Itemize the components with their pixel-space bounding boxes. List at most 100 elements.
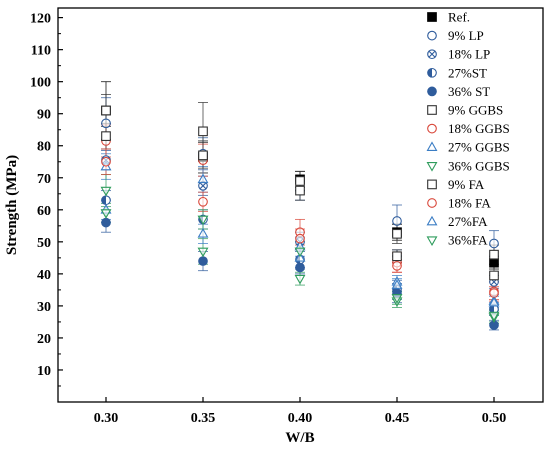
data-point [198,150,208,161]
data-point [392,228,402,239]
data-point [295,262,305,273]
legend-marker [427,198,437,208]
legend-item: 36% GGBS [426,158,510,173]
series-points [101,105,499,260]
legend-marker [427,49,437,60]
data-point [392,251,402,262]
legend-label: Ref. [448,10,470,25]
legend-item: 9% GGBS [427,103,503,118]
legend-item: 36% ST [427,84,490,99]
y-tick-label: 10 [37,364,51,379]
legend-label: 9% GGBS [448,103,503,118]
data-point [489,238,499,249]
legend-label: 18% FA [448,196,491,211]
data-point [198,256,208,266]
x-axis: 0.30 0.35 0.40 0.45 0.50 [94,397,507,426]
series-points [101,156,499,298]
legend-marker [427,123,437,134]
data-point [197,215,209,226]
legend-label: 36% ST [448,84,490,99]
data-point [101,195,111,206]
y-tick-label: 20 [37,332,51,347]
x-tick-label: 0.50 [482,411,507,426]
legend-marker [427,12,437,22]
data-point [295,185,305,196]
data-point [489,257,499,268]
data-point [391,294,403,304]
legend-label: 27% GGBS [448,140,510,155]
data-point [101,131,111,141]
legend-marker [426,215,438,226]
data-point [489,288,499,298]
data-point [197,247,209,258]
series-points [100,209,500,322]
y-tick-label: 30 [37,300,51,315]
legend: Ref. 9% LP 18% LP 27%ST 36% ST 9% GGBS 18% GGB… [426,10,510,248]
y-tick-label: 60 [37,204,51,219]
series-layer [100,81,500,331]
legend-label: 27%ST [448,65,487,80]
legend-item: 36%FA [426,233,488,248]
legend-marker [426,236,438,247]
data-point [101,105,111,116]
legend-label: 18% GGBS [448,121,510,136]
y-tick-label: 50 [37,236,51,251]
data-point [100,209,112,219]
data-point [488,296,500,307]
legend-item: 9% FA [427,177,485,192]
legend-item: 18% GGBS [427,121,510,136]
legend-marker [426,141,438,151]
legend-label: 27%FA [448,214,488,229]
legend-marker [426,162,438,172]
legend-item: Ref. [427,10,470,25]
legend-item: 9% LP [427,28,484,43]
x-tick-label: 0.40 [288,411,313,426]
data-point [198,126,208,137]
data-point [101,217,111,228]
y-tick-label: 110 [31,44,51,59]
data-point [488,311,500,322]
data-point [294,274,306,285]
legend-label: 9% FA [448,177,485,192]
data-point [489,249,499,260]
data-point [101,156,111,167]
data-point [489,270,499,281]
legend-label: 9% LP [448,28,484,43]
legend-item: 27% GGBS [426,140,510,155]
y-tick-label: 40 [37,268,51,283]
data-point [101,118,111,129]
y-axis-title: Strength (MPa) [4,155,20,255]
y-tick-label: 70 [37,172,51,187]
x-tick-label: 0.30 [94,411,119,426]
data-point [392,261,402,271]
y-tick-label: 80 [37,140,51,155]
x-axis-title: W/B [285,430,314,446]
legend-label: 36%FA [448,233,488,248]
data-point [391,279,403,289]
y-tick-label: 100 [30,76,51,91]
data-point [198,196,208,207]
legend-item: 18% FA [427,196,491,211]
data-point [197,173,209,184]
legend-marker [427,30,437,41]
x-tick-label: 0.45 [385,411,410,426]
legend-item: 27%FA [426,214,488,229]
data-point [295,176,305,186]
data-point [100,186,112,197]
series-points [101,131,499,281]
legend-marker [427,67,437,78]
legend-item: 18% LP [427,47,490,62]
y-axis: 10 20 30 40 50 60 70 80 90 100 110 120 [30,12,63,387]
y-tick-label: 90 [37,108,51,123]
data-point [197,227,209,238]
legend-label: 18% LP [448,47,490,62]
legend-marker [427,105,437,115]
data-point [294,247,306,258]
data-point [295,233,305,244]
data-point [392,216,402,226]
legend-marker [427,179,437,190]
x-tick-label: 0.35 [191,411,216,426]
y-tick-label: 120 [30,12,51,27]
legend-label: 36% GGBS [448,158,510,173]
